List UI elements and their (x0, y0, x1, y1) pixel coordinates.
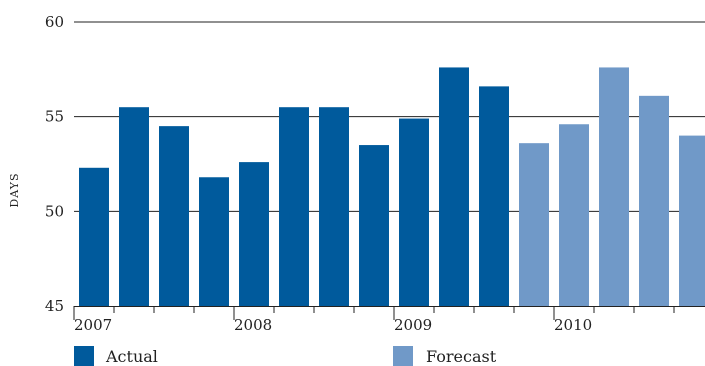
y-axis-tick-labels: 45 50 55 60 (45, 13, 64, 315)
x-tick-label-2008: 2008 (234, 316, 272, 334)
bars (79, 67, 705, 307)
y-tick-label: 50 (45, 202, 64, 220)
y-tick-label: 45 (45, 297, 64, 315)
x-axis: 2007 2008 2009 2010 (73, 306, 705, 334)
legend: Actual Forecast (74, 346, 497, 366)
bar-actual-2 (119, 107, 149, 306)
legend-swatch-actual (74, 346, 94, 366)
bar-actual-7 (319, 107, 349, 306)
x-tick-label-2007: 2007 (74, 316, 112, 334)
y-axis-title: DAYS (8, 172, 21, 207)
x-tick-label-2009: 2009 (394, 316, 432, 334)
bar-actual-6 (279, 107, 309, 306)
bar-forecast-12 (519, 143, 549, 306)
bar-forecast-16 (679, 135, 705, 306)
bar-forecast-13 (559, 124, 589, 307)
legend-swatch-forecast (393, 346, 413, 366)
bar-actual-1 (79, 167, 109, 306)
bar-actual-8 (359, 145, 389, 306)
bar-actual-10 (439, 67, 469, 306)
bar-actual-5 (239, 162, 269, 306)
bar-actual-11 (479, 86, 509, 306)
y-tick-label: 55 (45, 108, 64, 126)
bar-actual-3 (159, 126, 189, 306)
bar-forecast-15 (639, 95, 669, 306)
legend-label-actual: Actual (105, 347, 158, 366)
legend-label-forecast: Forecast (426, 347, 497, 366)
bar-forecast-14 (599, 67, 629, 306)
bar-actual-9 (399, 118, 429, 306)
x-tick-label-2010: 2010 (554, 316, 592, 334)
bar-actual-4 (199, 177, 229, 306)
y-tick-label: 60 (45, 13, 64, 31)
